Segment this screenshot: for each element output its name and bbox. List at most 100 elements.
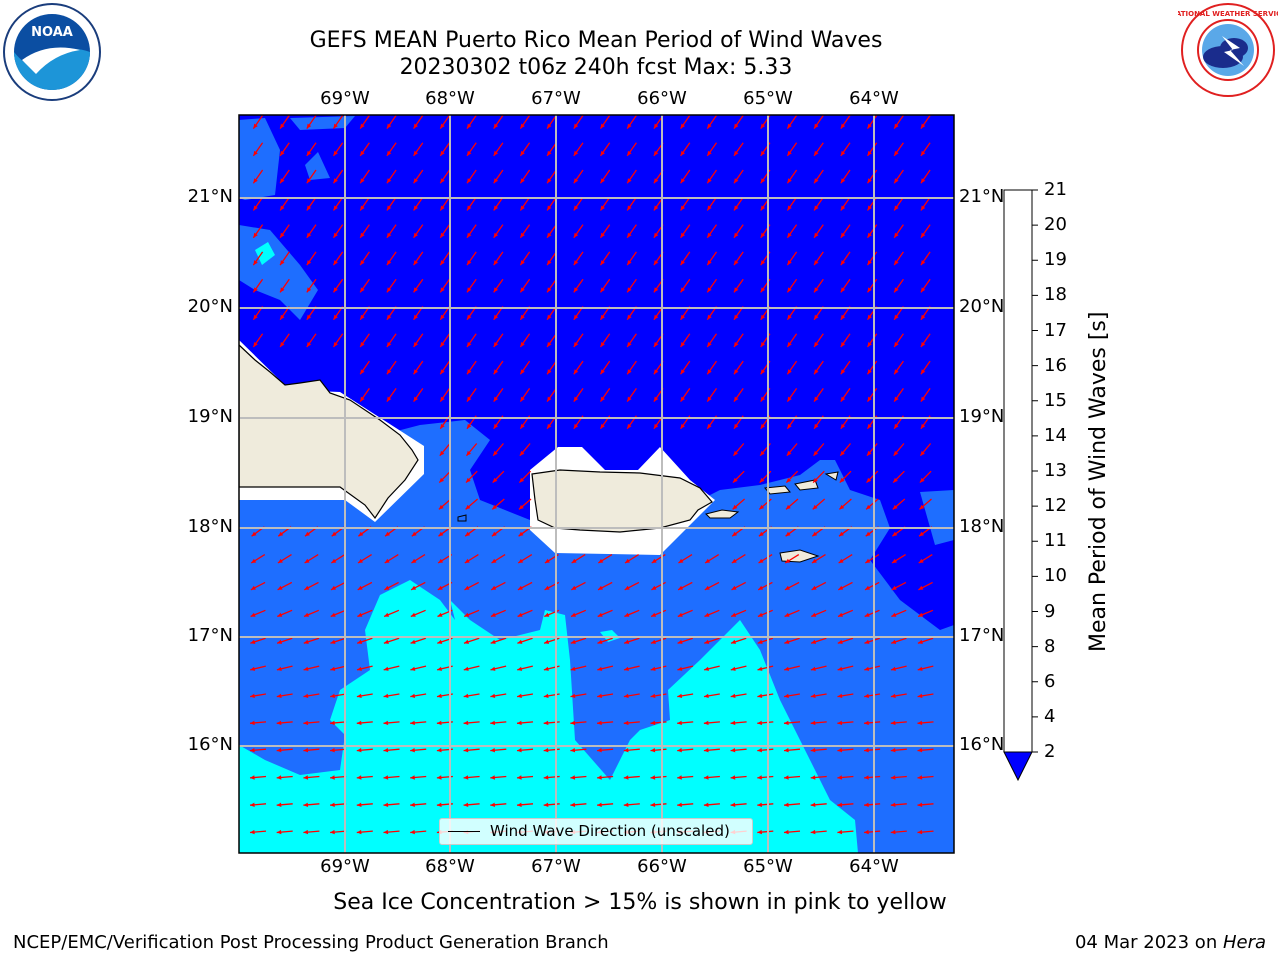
wave-direction-arrowhead [894,342,899,347]
wave-direction-arrowhead [547,150,552,156]
wave-direction-arrowhead [653,123,659,129]
wave-direction-arrowhead [894,260,899,266]
wave-direction-arrowhead [704,639,710,644]
wave-direction-arrowhead [467,342,472,347]
wave-direction-arrowhead [383,775,389,780]
wave-direction-arrowhead [491,531,497,537]
wave-direction-arrowhead [920,205,926,211]
wave-direction-arrowhead [333,123,338,129]
lat-label-right: 17°N [959,625,1005,646]
wave-direction-arrowhead [734,150,739,156]
wave-direction-arrowhead [867,450,872,456]
wave-direction-arrowhead [250,639,256,644]
wave-direction-arrowhead [864,748,869,753]
wave-direction-arrowhead [306,232,312,238]
wave-direction-arrowhead [492,477,498,483]
wave-direction-arrowhead [413,150,418,156]
colorbar-tick-label: 11 [1044,530,1067,552]
wave-direction-arrowhead [894,178,899,184]
wave-direction-arrowhead [464,612,470,617]
wave-direction-arrowhead [678,585,684,590]
wave-direction-arrowhead [917,802,923,807]
wave-direction-arrowhead [330,666,336,671]
wave-direction-arrowhead [598,558,604,563]
wave-direction-arrowhead [757,748,762,753]
wave-direction-arrowhead [360,232,365,238]
wave-direction-arrowhead [627,260,632,266]
wave-direction-arrowhead [360,150,365,156]
wave-direction-arrowhead [680,423,685,429]
lat-label-left: 17°N [187,625,233,646]
wave-direction-arrowhead [890,802,896,807]
wave-direction-arrowhead [837,775,843,780]
wave-direction-arrowhead [386,369,392,375]
wave-direction-arrowhead [787,150,792,156]
wave-direction-arrowhead [547,260,552,266]
wave-direction-arrowhead [703,720,709,726]
wave-direction-arrowhead [650,666,656,671]
map-legend: Wind Wave Direction (unscaled) [439,818,753,845]
wave-direction-arrowhead [864,775,869,780]
wave-direction-arrowhead [330,612,336,617]
wave-direction-arrowhead [280,205,285,211]
wave-direction-arrowhead [730,693,736,698]
wave-direction-arrowhead [730,775,736,780]
wave-direction-arrowhead [837,666,843,671]
wave-direction-arrowhead [543,775,549,780]
wave-direction-arrowhead [760,123,766,129]
svg-text:NATIONAL WEATHER SERVICE: NATIONAL WEATHER SERVICE [1178,10,1278,18]
wave-direction-arrowhead [627,123,632,129]
wave-direction-arrowhead [517,802,522,807]
wave-direction-arrowhead [920,314,926,320]
wave-direction-arrowhead [624,639,630,644]
wave-direction-arrowhead [891,639,897,644]
wave-direction-arrowhead [383,802,389,807]
footer-machine: Hera [1222,932,1266,953]
wave-direction-arrowhead [436,775,442,780]
wave-direction-arrowhead [917,639,923,644]
wave-direction-arrowhead [787,205,792,211]
wave-direction-arrowhead [890,748,896,753]
wave-direction-arrowhead [600,423,605,429]
wave-direction-arrowhead [467,287,472,293]
wave-direction-arrowhead [730,666,736,671]
wave-direction-arrowhead [811,585,817,590]
wave-direction-arrowhead [680,369,685,375]
wave-direction-arrowhead [518,531,524,537]
wave-direction-arrowhead [306,260,312,266]
wave-direction-arrowhead [730,802,736,807]
wave-direction-arrowhead [917,693,923,698]
wave-direction-arrowhead [520,287,525,293]
wave-direction-arrowhead [467,260,472,266]
wave-direction-arrowhead [894,314,899,320]
wave-direction-arrowhead [704,585,710,590]
wave-direction-arrowhead [440,205,445,211]
wave-direction-arrowhead [384,612,390,617]
wave-direction-arrowhead [440,396,445,402]
wave-direction-arrowhead [491,558,497,563]
map-frame [238,114,955,854]
wave-direction-arrowhead [757,639,763,644]
wave-direction-arrowhead [677,748,682,753]
zone-period-2-4 [239,118,280,200]
colorbar-tick-label: 6 [1044,670,1056,692]
wave-direction-arrowhead [573,314,579,320]
wave-direction-arrowhead [358,531,364,537]
wave-direction-arrowhead [627,178,632,184]
wave-direction-arrowhead [386,342,392,347]
wave-direction-arrowhead [837,802,843,807]
wave-direction-arrowhead [705,558,711,563]
wave-direction-arrowhead [493,450,498,456]
wave-direction-arrowhead [493,287,499,293]
wave-direction-arrowhead [440,123,445,129]
wave-direction-arrowhead [653,150,659,156]
wave-direction-arrowhead [600,178,605,184]
wave-direction-arrowhead [840,450,845,456]
wave-direction-arrowhead [517,639,523,644]
wave-direction-arrowhead [436,802,442,807]
wave-direction-arrowhead [517,612,523,617]
wave-direction-arrowhead [573,205,579,211]
wave-direction-arrowhead [306,178,312,184]
wave-direction-arrowhead [731,639,736,644]
wave-direction-arrowhead [893,450,899,456]
